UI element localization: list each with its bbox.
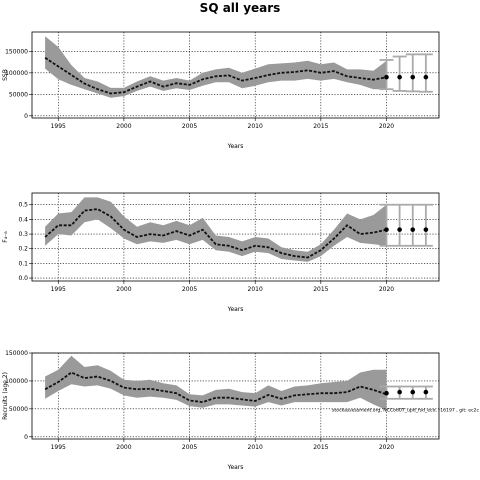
confidence-band [45,197,387,262]
y-axis-label: SSB [2,69,9,81]
x-tick-label: 2010 [248,444,263,451]
confidence-band [45,36,387,98]
y-tick-label: 0 [24,434,28,441]
y-tick-label: 50000 [9,91,28,98]
x-tick-label: 2005 [182,286,197,293]
forecast-point [384,390,389,396]
x-tick-label: 2015 [313,444,328,451]
y-tick-label: 100000 [5,70,28,77]
forecast-point [410,227,416,232]
x-tick-label: 1995 [51,444,66,451]
forecast-point [397,74,402,80]
x-tick-label: 2015 [313,123,328,130]
x-tick-label: 2010 [248,286,263,293]
forecast [379,203,433,247]
x-tick-label: 2000 [116,286,131,293]
x-tick-label: 2000 [116,444,131,451]
forecast-point [397,227,402,232]
x-tick-label: 2005 [182,123,197,130]
x-tick-label: 2010 [248,123,263,130]
confidence-band [45,355,387,410]
x-axis-label: Years [227,464,244,471]
x-tick-label: 1995 [51,286,66,293]
forecast-point [384,74,389,80]
forecast-point [423,74,429,80]
panel-recruits: 1995 2000 2005 2010 2015 2020 0 50000 100000 1500… [2,350,479,471]
plot-frame [31,352,440,440]
y-tick-label: 100000 [5,378,28,385]
x-tick-label: 2000 [116,123,131,130]
y-tick-label: 0.4 [18,216,28,223]
y-axis-label: Recruits (age 2) [2,372,9,420]
x-axis-label: Years [227,306,244,313]
forecast-point [423,227,429,232]
plot-frame [31,31,440,119]
x-axis-label: Years [227,143,244,150]
y-tick-label: 0.0 [18,275,28,282]
y-tick-label: 0.5 [18,202,28,209]
x-tick-label: 1995 [51,123,66,130]
forecast-point [410,389,416,395]
y-tick-label: 0.1 [18,260,28,267]
estimate-line [44,208,387,259]
forecast-point [384,227,389,232]
y-tick-label: 0.3 [18,231,28,238]
y-tick-label: 50000 [9,406,28,413]
forecast [379,385,433,400]
y-tick-label: 150000 [5,350,28,357]
figure-title: SQ all years [199,1,281,15]
x-tick-label: 2020 [379,444,394,451]
plot-frame [31,192,440,282]
y-tick-label: 150000 [5,48,28,55]
y-axis-label: F₄₋₈ [2,231,9,243]
x-tick-label: 2005 [182,444,197,451]
source-annotation: stockassessment.org, NCCod07_upd_fsd_eco… [332,408,479,414]
x-tick-label: 2020 [379,123,394,130]
panel-ssb: 1995 2000 2005 2010 2015 2020 0 50000 100000 1500… [2,31,440,150]
forecast-point [410,74,416,80]
forecast-point [397,389,402,395]
forecast-point [423,389,429,395]
estimate-line [44,57,387,95]
panel-fbar: 1995 2000 2005 2010 2015 2020 0.0 0.1 0.2 0.3 0.4 0… [2,192,440,313]
x-tick-label: 2020 [379,286,394,293]
y-tick-label: 0 [24,113,28,120]
forecast [379,53,433,93]
y-tick-label: 0.2 [18,246,28,253]
x-tick-label: 2015 [313,286,328,293]
